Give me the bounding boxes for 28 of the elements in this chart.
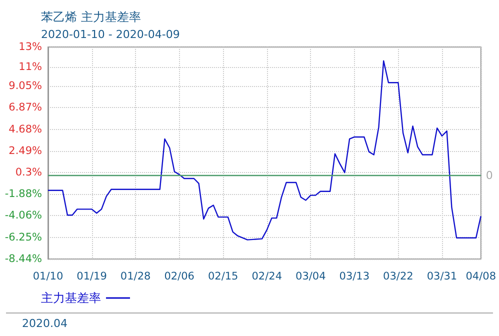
y-tick-label: 4.68% (8, 123, 42, 136)
x-tick-label: 02/15 (208, 270, 238, 282)
y-tick-label: -8.44% (4, 253, 42, 265)
x-tick-label: 04/08 (466, 270, 496, 282)
x-tick-label: 03/22 (383, 270, 414, 282)
legend-label: 主力基差率 (41, 291, 101, 305)
line-series (47, 60, 482, 240)
ref-line-label: 0 (486, 169, 493, 182)
y-tick-label: 6.87% (8, 102, 42, 114)
y-tick-label: 0.3% (15, 166, 42, 179)
y-tick-label: -4.06% (4, 210, 42, 222)
x-tick-label: 01/19 (76, 270, 107, 282)
x-tick-label: 03/13 (339, 270, 370, 282)
y-tick-label: 2.49% (8, 144, 42, 157)
x-tick-label: 01/10 (32, 270, 64, 282)
x-tick-label: 03/04 (296, 270, 326, 282)
y-tick-label: -6.25% (4, 231, 42, 244)
text: 2020.04 (22, 317, 68, 330)
y-tick-label: 9.05% (8, 80, 42, 92)
x-tick-label: 01/28 (120, 270, 151, 282)
chart-subtitle: 2020-01-10 - 2020-04-09 (41, 28, 180, 41)
y-tick-label: -1.88% (4, 188, 42, 200)
y-tick-label: 13% (18, 41, 42, 53)
x-tick-label: 03/31 (426, 270, 458, 282)
x-tick-label: 02/06 (164, 270, 195, 282)
y-tick-label: 11% (18, 60, 42, 73)
chart-title: 苯乙烯 主力基差率 (41, 10, 141, 24)
x-tick-label: 02/24 (252, 270, 282, 282)
